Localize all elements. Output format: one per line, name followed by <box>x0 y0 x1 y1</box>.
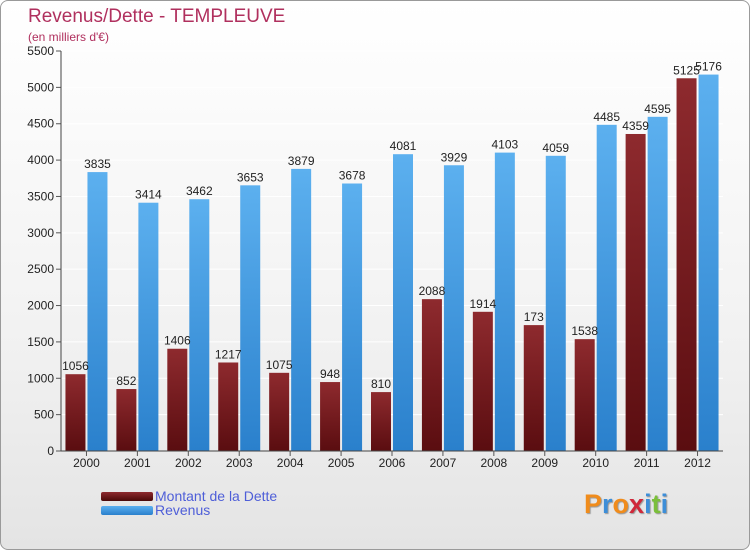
data-label-dette: 1075 <box>266 358 293 372</box>
data-label-revenus: 4081 <box>390 139 417 153</box>
data-label-revenus: 3929 <box>441 150 468 164</box>
y-tick-label: 4000 <box>27 153 54 167</box>
legend-item-dette: Montant de la Dette <box>101 488 277 504</box>
y-tick-label: 1500 <box>27 335 54 349</box>
grid <box>61 50 723 452</box>
x-tick-label: 2008 <box>480 456 507 470</box>
bar-dette <box>269 372 290 451</box>
legend-label-revenus: Revenus <box>155 502 211 518</box>
data-label-revenus: 4059 <box>542 141 569 155</box>
data-label-revenus: 3835 <box>84 157 111 171</box>
bar-revenus <box>443 165 464 451</box>
data-label-dette: 852 <box>116 374 136 388</box>
bar-dette <box>65 374 86 451</box>
y-tick-label: 2500 <box>27 262 54 276</box>
logo-letter: o <box>612 489 630 519</box>
data-label-dette: 1914 <box>469 297 496 311</box>
y-tick-label: 500 <box>34 408 54 422</box>
bar-dette <box>421 299 442 451</box>
bar-dette <box>574 339 595 451</box>
x-tick-label: 2006 <box>379 456 406 470</box>
legend-swatch-revenus <box>101 505 153 515</box>
legend-label-dette: Montant de la Dette <box>155 488 278 504</box>
data-label-dette: 810 <box>371 377 391 391</box>
data-label-dette: 5125 <box>673 63 700 77</box>
bar-revenus <box>189 199 210 451</box>
legend-swatch-dette <box>101 491 153 501</box>
data-label-revenus: 3414 <box>135 188 162 202</box>
data-label-dette: 4359 <box>622 119 649 133</box>
data-label-revenus: 4485 <box>593 110 620 124</box>
bar-dette <box>371 392 391 451</box>
x-tick-label: 2002 <box>175 456 202 470</box>
data-label-dette: 2088 <box>419 284 446 298</box>
y-tick-label: 5500 <box>27 44 54 58</box>
data-label-revenus: 4595 <box>644 102 671 116</box>
bar-revenus <box>494 152 515 451</box>
data-label-dette: 1406 <box>164 334 191 348</box>
logo-letter: i <box>660 489 669 519</box>
x-tick-label: 2004 <box>277 456 304 470</box>
x-tick-label: 2012 <box>684 456 711 470</box>
logo-letter: i <box>644 489 652 519</box>
data-label-dette: 173 <box>524 310 544 324</box>
y-tick-label: 0 <box>47 444 54 458</box>
proxiti-logo: Proxiti <box>584 489 668 520</box>
bar-revenus <box>698 74 719 452</box>
y-tick-label: 1000 <box>27 371 54 385</box>
y-tick-label: 5000 <box>27 80 54 94</box>
bars <box>65 74 719 452</box>
logo-letter: t <box>651 489 661 519</box>
bar-dette <box>523 325 544 451</box>
x-tick-label: 2000 <box>73 456 100 470</box>
bar-dette <box>320 382 341 451</box>
y-tick-label: 3500 <box>27 189 54 203</box>
data-label-revenus: 5176 <box>695 60 722 74</box>
bar-dette <box>116 389 137 451</box>
data-label-revenus: 3879 <box>288 154 315 168</box>
chart-title: Revenus/Dette - TEMPLEUVE <box>28 6 286 27</box>
bar-revenus <box>342 183 363 451</box>
data-labels: 1056 3835 852 3414 1406 3462 1217 3653 1075 3879 9… <box>62 60 722 392</box>
bar-dette <box>218 362 239 451</box>
x-tick-label: 2003 <box>226 456 253 470</box>
bar-dette <box>472 311 493 451</box>
data-label-revenus: 3653 <box>237 170 264 184</box>
legend-item-revenus: Revenus <box>101 502 210 518</box>
y-tick-label: 3000 <box>27 226 54 240</box>
bar-dette <box>625 133 646 451</box>
chart-subtitle: (en milliers d'€) <box>28 30 109 44</box>
bar-revenus <box>393 154 413 451</box>
bar-revenus <box>87 172 108 451</box>
data-label-dette: 1538 <box>571 324 598 338</box>
data-label-dette: 1056 <box>62 359 89 373</box>
x-tick-label: 2010 <box>582 456 609 470</box>
bar-revenus <box>291 168 312 451</box>
bar-dette <box>676 78 697 451</box>
bar-revenus <box>240 185 261 451</box>
x-tick-label: 2007 <box>430 456 457 470</box>
bar-dette <box>167 348 188 451</box>
data-label-revenus: 3678 <box>339 169 366 183</box>
axes: 0 500 1000 1500 2000 2500 3000 3500 4000 4500 5000… <box>27 44 723 470</box>
data-label-dette: 1217 <box>215 347 242 361</box>
logo-letter: P <box>584 489 603 519</box>
x-tick-label: 2009 <box>531 456 558 470</box>
y-tick-label: 2000 <box>27 299 54 313</box>
logo-letter: x <box>629 489 645 519</box>
x-tick-label: 2011 <box>634 456 660 470</box>
x-tick-label: 2005 <box>328 456 355 470</box>
bar-revenus <box>647 116 668 452</box>
logo-letter: r <box>602 489 613 519</box>
y-tick-label: 4500 <box>27 117 54 131</box>
data-label-revenus: 4103 <box>491 138 518 152</box>
bar-revenus <box>138 202 159 451</box>
data-label-dette: 948 <box>320 367 340 381</box>
bar-revenus <box>596 124 617 452</box>
bar-revenus <box>545 155 566 452</box>
data-label-revenus: 3462 <box>186 184 213 198</box>
x-tick-label: 2001 <box>124 456 151 470</box>
